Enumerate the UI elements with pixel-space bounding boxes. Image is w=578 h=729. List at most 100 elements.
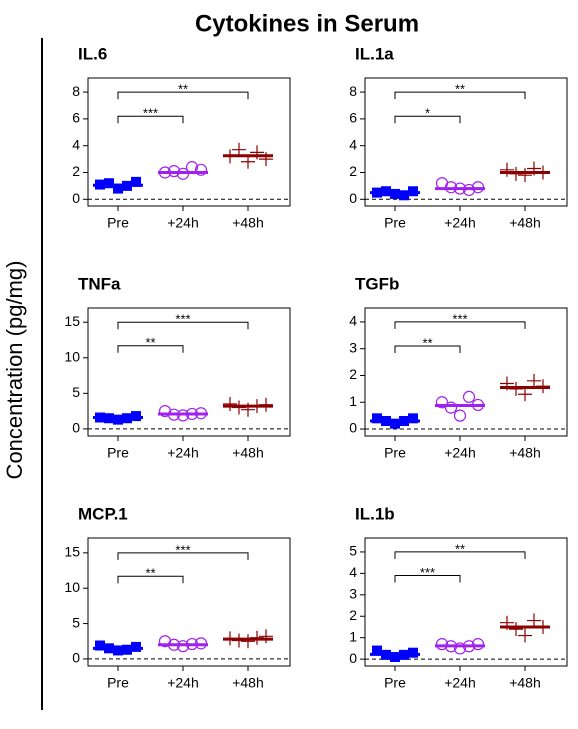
significance-bracket: [394, 91, 526, 100]
point: [95, 640, 105, 651]
y-tick-label: 5: [72, 614, 80, 630]
significance-label: ***: [452, 311, 467, 326]
significance-label: **: [455, 541, 465, 556]
significance-label: **: [455, 82, 465, 97]
significance-bracket: [394, 321, 526, 329]
point: [435, 396, 449, 409]
significance-bracket: [117, 345, 184, 353]
y-tick-label: 4: [72, 136, 80, 152]
significance-bracket: [117, 91, 249, 100]
y-tick-label: 3: [349, 586, 357, 602]
significance-bracket: [394, 115, 461, 124]
y-tick-label: 8: [72, 83, 80, 99]
significance-label: ***: [175, 542, 190, 557]
plot-frame: [364, 537, 568, 667]
y-tick-label: 5: [72, 384, 80, 400]
point: [241, 634, 255, 649]
y-tick-label: 6: [349, 110, 357, 126]
point: [518, 628, 532, 643]
significance-bracket: [117, 321, 249, 330]
point: [113, 645, 123, 656]
significance-label: **: [145, 335, 155, 350]
y-axis-label: Concentration (pg/mg): [2, 261, 27, 480]
x-tick-label: Pre: [384, 445, 406, 461]
y-tick-label: 3: [349, 339, 357, 355]
x-tick-label: +48h: [232, 215, 264, 231]
y-tick-label: 15: [64, 544, 80, 560]
significance-label: **: [145, 566, 155, 581]
point: [372, 645, 382, 656]
plot-frame: [364, 307, 568, 437]
y-tick-label: 4: [349, 564, 357, 580]
x-tick-label: +24h: [167, 675, 199, 691]
x-tick-label: +48h: [509, 445, 541, 461]
x-tick-label: Pre: [107, 215, 129, 231]
x-tick-label: +48h: [232, 675, 264, 691]
x-tick-label: +24h: [167, 445, 199, 461]
panel-title: IL.6: [78, 44, 107, 63]
y-tick-label: 4: [349, 136, 357, 152]
y-tick-label: 8: [349, 83, 357, 99]
significance-label: ***: [175, 312, 190, 327]
plot-frame: [87, 307, 291, 437]
y-tick-label: 0: [72, 420, 80, 436]
x-tick-label: +48h: [509, 215, 541, 231]
significance-bracket: [394, 345, 461, 354]
point: [399, 190, 409, 201]
significance-label: *: [425, 106, 430, 121]
point: [113, 183, 123, 194]
y-tick-label: 4: [349, 313, 357, 329]
x-tick-label: Pre: [107, 675, 129, 691]
point: [104, 178, 114, 189]
plot-frame: [87, 537, 291, 667]
x-tick-label: Pre: [384, 215, 406, 231]
significance-label: **: [422, 335, 432, 350]
x-tick-label: +48h: [509, 675, 541, 691]
point: [453, 409, 467, 422]
y-tick-label: 2: [349, 163, 357, 179]
x-tick-label: +24h: [167, 215, 199, 231]
point: [471, 638, 485, 651]
y-tick-label: 5: [349, 543, 357, 559]
point: [509, 622, 523, 637]
y-tick-label: 2: [349, 366, 357, 382]
plot-frame: [87, 77, 291, 207]
y-tick-label: 0: [72, 190, 80, 206]
y-tick-label: 2: [72, 163, 80, 179]
panel-title: TNFa: [78, 274, 121, 293]
significance-bracket: [394, 575, 461, 583]
y-tick-label: 10: [64, 579, 80, 595]
chart-title: Cytokines in Serum: [195, 10, 419, 37]
significance-label: ***: [143, 106, 158, 121]
y-tick-label: 0: [349, 190, 357, 206]
point: [390, 418, 400, 429]
point: [408, 647, 418, 658]
significance-label: **: [178, 82, 188, 97]
panel-title: MCP.1: [78, 504, 128, 523]
point: [444, 401, 458, 414]
panel-title: TGFb: [355, 274, 399, 293]
point: [408, 413, 418, 424]
point: [223, 397, 237, 411]
point: [250, 145, 264, 160]
point: [500, 162, 514, 177]
significance-bracket: [117, 115, 184, 124]
point: [194, 163, 208, 176]
x-tick-label: +24h: [444, 445, 476, 461]
significance-bracket: [117, 552, 249, 560]
x-tick-label: +24h: [444, 675, 476, 691]
point: [453, 642, 467, 655]
point: [372, 413, 382, 424]
x-tick-label: Pre: [384, 675, 406, 691]
point: [259, 152, 273, 167]
point: [259, 629, 273, 644]
point: [518, 168, 532, 183]
y-tick-label: 0: [349, 650, 357, 666]
point: [113, 414, 123, 425]
x-tick-label: +48h: [232, 445, 264, 461]
point: [390, 651, 400, 662]
y-tick-label: 6: [72, 110, 80, 126]
y-tick-label: 10: [64, 348, 80, 364]
